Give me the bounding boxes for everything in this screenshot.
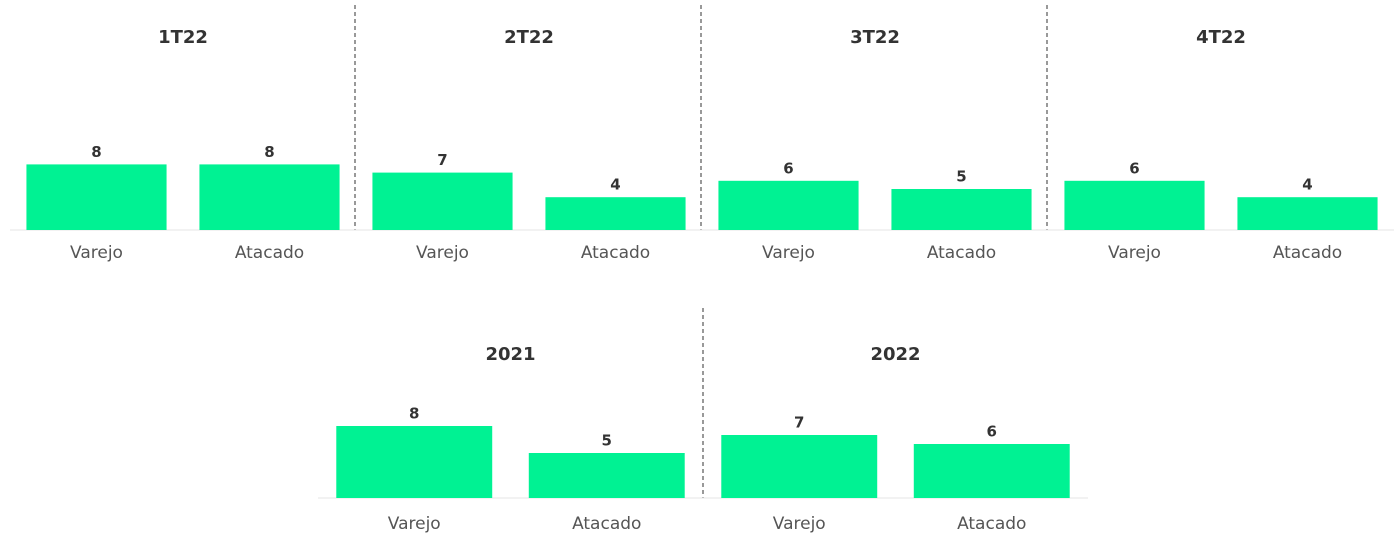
category-label: Atacado	[572, 514, 641, 534]
chart-title: 2022	[870, 344, 920, 365]
bar	[718, 180, 859, 230]
bar	[336, 426, 493, 498]
category-label: Varejo	[773, 514, 826, 534]
chart-title: 2021	[485, 344, 535, 365]
value-label: 8	[264, 143, 274, 161]
category-label: Atacado	[957, 514, 1026, 534]
category-label: Varejo	[1108, 243, 1161, 263]
category-label: Varejo	[70, 243, 123, 263]
bar	[26, 164, 167, 230]
category-label: Varejo	[388, 514, 441, 534]
category-label: Varejo	[762, 243, 815, 263]
category-label: Atacado	[1273, 243, 1342, 263]
bar	[1064, 180, 1205, 230]
value-label: 8	[409, 405, 419, 423]
chart-title: 2T22	[504, 27, 554, 48]
value-label: 4	[1302, 176, 1312, 194]
value-label: 4	[610, 176, 620, 194]
value-label: 8	[91, 143, 101, 161]
bar	[372, 172, 513, 230]
bar	[721, 435, 878, 498]
category-label: Varejo	[416, 243, 469, 263]
chart-title: 1T22	[158, 27, 208, 48]
bar	[528, 453, 685, 498]
bar	[199, 164, 340, 230]
value-label: 7	[437, 151, 447, 169]
value-label: 6	[987, 423, 997, 441]
value-label: 7	[794, 414, 804, 432]
value-label: 6	[783, 159, 793, 177]
chart-title: 4T22	[1196, 27, 1246, 48]
category-label: Atacado	[235, 243, 304, 263]
category-label: Atacado	[581, 243, 650, 263]
value-label: 6	[1129, 159, 1139, 177]
chart-title: 3T22	[850, 27, 900, 48]
bar	[1237, 197, 1378, 230]
bar	[891, 189, 1032, 230]
bar	[913, 444, 1070, 498]
value-label: 5	[602, 432, 612, 450]
category-label: Atacado	[927, 243, 996, 263]
bar	[545, 197, 686, 230]
value-label: 5	[956, 168, 966, 186]
